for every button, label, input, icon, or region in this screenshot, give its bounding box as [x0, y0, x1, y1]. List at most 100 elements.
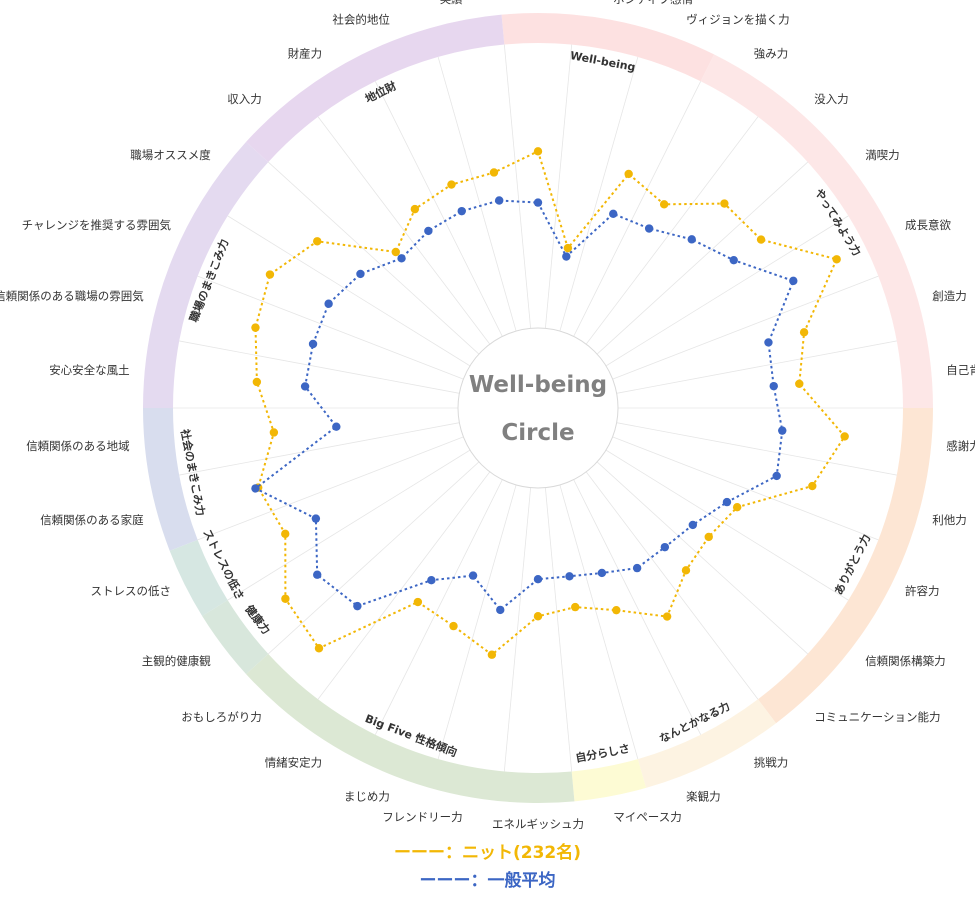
axis-label: 財産力: [288, 46, 323, 60]
grid-spoke: [573, 479, 702, 735]
series-niit-point: [252, 377, 262, 387]
axis-label: 自己肯定力: [946, 363, 975, 377]
grid-spoke: [559, 484, 639, 760]
grid-spoke: [179, 340, 460, 394]
series-niit-point: [662, 612, 672, 621]
ring-segment: [143, 141, 269, 408]
series-average-point: [565, 572, 574, 581]
axis-label: 創造力: [932, 289, 967, 303]
series-niit-point: [704, 532, 713, 542]
axis-labels: 人生満足尺度ポジティブ感情ヴィジョンを描く力強み力没入力満喫力成長意欲創造力自己…: [0, 0, 975, 831]
grid-spoke: [197, 436, 464, 541]
axis-label: 成長意欲: [905, 218, 951, 232]
axis-label: マイペース力: [613, 810, 681, 824]
axis-label: 信頼関係構築力: [865, 654, 946, 668]
grid-spoke: [437, 484, 517, 760]
series-average-point: [427, 576, 436, 585]
axis-label: 実績: [440, 0, 463, 6]
ring-segment: [571, 759, 647, 802]
series-average-point: [632, 563, 642, 573]
grid-spoke: [596, 161, 809, 355]
series-average-point: [772, 471, 781, 481]
series-niit-point: [281, 594, 290, 603]
series-average-point: [597, 568, 607, 578]
series-niit-point: [533, 612, 543, 621]
grid-spoke: [596, 461, 809, 655]
grid-spoke: [374, 479, 503, 735]
series-average-point: [660, 542, 670, 552]
legend-label-niit: ：ニット(232名): [444, 843, 582, 863]
series-average-point: [313, 570, 322, 579]
axis-label: チャレンジを推奨する雰囲気: [22, 218, 172, 232]
series-niit-point: [410, 204, 420, 214]
grid-spoke: [227, 215, 471, 367]
axis-label: ストレスの低さ: [91, 584, 172, 598]
series-niit-point: [720, 199, 729, 208]
series-niit-point: [799, 328, 809, 337]
axis-label: ポジティブ感情: [613, 0, 693, 6]
series-average-point: [353, 601, 362, 611]
series-niit-point: [681, 566, 691, 575]
series-niit-point: [314, 644, 324, 653]
series-average-point: [300, 382, 310, 391]
grid-spoke: [317, 471, 491, 700]
series-average-point: [324, 299, 333, 308]
series-niit-point: [659, 200, 669, 209]
legend-item-niit: ーーー：ニット(232名): [0, 838, 975, 863]
ring-segment: [501, 13, 715, 82]
legend-swatch-average: ーーー: [419, 871, 471, 891]
axis-label: 信頼関係のある地域: [26, 439, 130, 453]
series-niit-point: [251, 323, 260, 332]
series-niit-point: [832, 255, 841, 264]
grid-spoke: [616, 422, 897, 476]
series-niit-point: [313, 237, 322, 246]
axis-label: 利他力: [932, 513, 967, 527]
grid-spoke: [605, 449, 849, 601]
series-average-point: [764, 338, 773, 347]
grid-spoke: [267, 461, 480, 655]
series-niit-point: [487, 650, 497, 659]
series-average-point: [778, 426, 787, 435]
axis-label: 感謝力: [946, 439, 975, 453]
axis-label: 安心安全な風土: [49, 363, 130, 377]
axis-label: まじめ力: [344, 789, 390, 803]
series-average-point: [609, 209, 618, 219]
grid-spoke: [612, 436, 879, 541]
center-title-line1: Well-being: [469, 372, 607, 398]
axis-label: 情緒安定力: [265, 756, 323, 770]
series-niit-point: [808, 481, 817, 491]
ring-segment: [202, 600, 269, 675]
series-average-point: [332, 422, 341, 431]
series-average-point: [308, 339, 318, 349]
grid-spoke: [616, 340, 897, 394]
series-average-point: [789, 276, 798, 286]
ring-segment: [700, 54, 933, 409]
ring-segment: [169, 539, 228, 616]
ring-segment: [143, 408, 198, 551]
grid-spoke: [559, 56, 639, 332]
axis-label: 楽観力: [686, 789, 721, 803]
series-average-point: [687, 235, 696, 244]
ring-segment: [246, 653, 575, 803]
grid-spoke: [317, 116, 491, 345]
axis-label: 許容力: [905, 584, 940, 598]
axis-label: 社会的地位: [332, 13, 390, 27]
axis-label: コミュニケーション能力: [814, 710, 940, 724]
series-niit-point: [391, 247, 400, 257]
grid-spoke: [179, 422, 460, 476]
axis-label: ヴィジョンを描く力: [686, 13, 790, 27]
series-average-point: [424, 226, 433, 236]
series-niit-point: [795, 379, 804, 388]
grid-spoke: [573, 81, 702, 337]
grid-spoke: [585, 471, 759, 700]
axis-label: 信頼関係のある職場の雰囲気: [0, 289, 144, 303]
series-average-point: [722, 497, 732, 507]
axis-label: 主観的健康観: [142, 654, 211, 668]
grid-spoke: [503, 44, 532, 329]
series-average-point: [533, 575, 543, 584]
axis-label: 挑戦力: [754, 756, 789, 770]
series-niit-point: [269, 428, 279, 437]
series-niit-point: [732, 502, 742, 512]
series-niit-point: [265, 270, 275, 279]
series-niit-point: [624, 169, 633, 179]
